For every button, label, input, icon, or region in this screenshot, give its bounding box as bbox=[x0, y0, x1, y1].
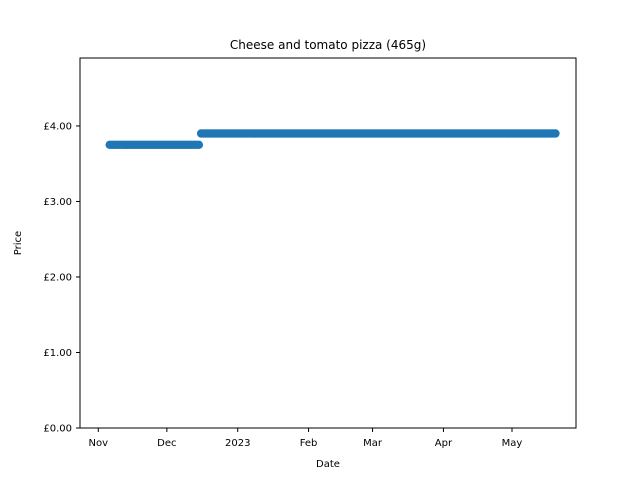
x-tick-label: 2023 bbox=[225, 438, 250, 449]
x-axis-ticks: Nov Dec 2023 Feb Mar Apr May bbox=[89, 428, 523, 449]
chart-title: Cheese and tomato pizza (465g) bbox=[230, 38, 426, 52]
y-tick-label: £4.00 bbox=[43, 121, 72, 132]
y-tick-label: £2.00 bbox=[43, 272, 72, 283]
x-tick-label: Nov bbox=[89, 438, 109, 449]
x-tick-label: Feb bbox=[300, 438, 318, 449]
y-tick-label: £1.00 bbox=[43, 348, 72, 359]
y-axis-ticks: £0.00 £1.00 £2.00 £3.00 £4.00 bbox=[43, 121, 80, 435]
data-point bbox=[194, 140, 204, 150]
y-tick-label: £0.00 bbox=[43, 424, 72, 435]
x-tick-label: Apr bbox=[435, 438, 453, 449]
data-points bbox=[105, 129, 560, 150]
x-tick-label: Dec bbox=[157, 438, 176, 449]
data-point bbox=[551, 129, 560, 138]
x-tick-label: May bbox=[502, 438, 523, 449]
x-axis-label: Date bbox=[316, 459, 340, 470]
y-axis-label: Price bbox=[13, 231, 24, 255]
plot-frame bbox=[79, 57, 577, 429]
y-tick-label: £3.00 bbox=[43, 197, 72, 208]
x-tick-label: Mar bbox=[363, 438, 383, 449]
